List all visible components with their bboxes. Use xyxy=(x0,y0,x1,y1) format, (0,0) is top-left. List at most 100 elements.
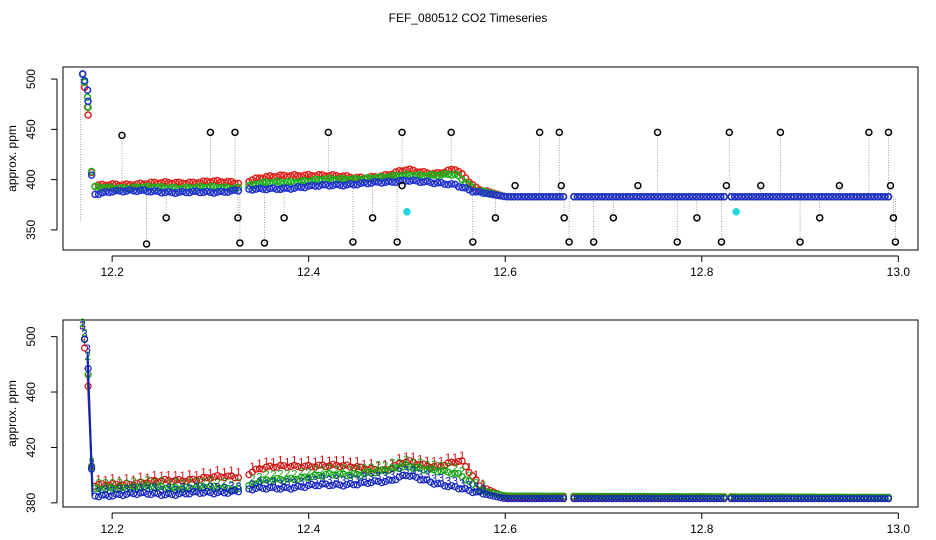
series-3-point xyxy=(828,192,837,201)
series-3-point xyxy=(133,187,141,196)
series-2-point xyxy=(290,476,298,484)
reference-point xyxy=(398,181,406,190)
series-2-point xyxy=(329,471,337,479)
series-2-label: 2 xyxy=(368,462,374,474)
series-3-point xyxy=(601,495,610,503)
series-3-point xyxy=(290,184,299,192)
series-1-point xyxy=(192,476,201,484)
series-3-point xyxy=(171,491,180,499)
x-tick-label: 12.6 xyxy=(494,265,518,279)
series-2-point xyxy=(720,493,728,501)
series-2-label: 2 xyxy=(151,477,157,489)
reference-point xyxy=(398,128,406,137)
series-3-point xyxy=(594,192,603,201)
series-3-point xyxy=(860,192,868,201)
series-2-point xyxy=(322,470,330,479)
series-3-point xyxy=(185,188,194,197)
series-1-point xyxy=(399,459,407,468)
series-1-point xyxy=(294,171,302,180)
series-2-point xyxy=(255,180,264,188)
series-2-point xyxy=(171,484,180,492)
series-3-point xyxy=(549,192,557,201)
reference-point xyxy=(693,214,701,222)
series-3-point xyxy=(759,495,767,503)
series-2-label: 2 xyxy=(480,479,486,491)
series-2-point xyxy=(426,171,435,179)
series-2-point xyxy=(262,476,270,484)
series-3-point xyxy=(287,185,295,193)
series-3-point xyxy=(252,484,260,493)
series-3-point xyxy=(657,495,665,503)
series-3-label: 3 xyxy=(117,484,123,496)
series-3-point xyxy=(647,192,655,201)
series-3-point xyxy=(636,495,645,503)
series-2-point xyxy=(154,483,162,491)
reference-point xyxy=(469,238,477,246)
series-2-point xyxy=(402,461,410,469)
series-3-label: 3 xyxy=(319,473,325,485)
reference-point xyxy=(368,214,377,222)
series-1-label: 1 xyxy=(417,454,423,466)
series-2-point xyxy=(311,471,319,479)
series-3-point xyxy=(94,493,103,501)
series-1-point xyxy=(280,171,288,180)
series-3-point xyxy=(462,485,470,493)
series-1-label: 1 xyxy=(235,467,241,479)
reference-point xyxy=(565,238,573,246)
series-3-point xyxy=(685,495,693,503)
series-3-point xyxy=(870,495,879,503)
series-2-point xyxy=(420,466,428,474)
series-3-point xyxy=(517,495,526,503)
series-3-point xyxy=(363,179,372,188)
series-2-point xyxy=(427,465,435,473)
series-3-point xyxy=(122,490,131,498)
series-1-point xyxy=(469,472,477,480)
series-3-point xyxy=(416,476,424,484)
series-2-point xyxy=(280,476,288,485)
series-3-point xyxy=(647,495,655,503)
series-3-point xyxy=(189,488,197,496)
series-3-point xyxy=(227,487,235,495)
series-3-point xyxy=(884,495,893,503)
series-1-label: 1 xyxy=(473,469,479,481)
series-3-point xyxy=(164,489,173,498)
series-3-label: 3 xyxy=(221,482,227,494)
labeled-series-1: 11 1 1 1 1 1 1 1 1 1 1 1 1 1 1 1 1 1 1 1 1 1 1 1 1 1 1 1 1 1 1 1 1 1 1 1 1 1 1… xyxy=(79,319,893,501)
series-3-point xyxy=(828,495,837,503)
series-2-label: 2 xyxy=(200,476,206,488)
series-3-point xyxy=(821,192,830,201)
series-3-point xyxy=(755,192,763,201)
series-3-point xyxy=(570,192,578,201)
reference-point xyxy=(796,238,804,246)
series-3-point xyxy=(255,184,264,193)
series-2-label: 2 xyxy=(221,476,227,488)
series-3-label: 3 xyxy=(333,473,339,485)
series-3-point xyxy=(783,495,791,503)
series-3-point xyxy=(283,484,291,492)
series-3-point xyxy=(780,495,788,503)
series-1-point xyxy=(255,465,263,473)
series-2-point xyxy=(479,486,487,494)
series-3-point xyxy=(405,177,414,185)
series-1-label: 1 xyxy=(207,467,213,479)
series-2-point xyxy=(392,464,400,472)
reference-point xyxy=(447,128,455,137)
series-1-label: 1 xyxy=(172,469,178,481)
series-3-point xyxy=(500,494,508,502)
series-3-point xyxy=(835,192,844,201)
series-3-point xyxy=(343,181,351,189)
series-3-point xyxy=(370,177,379,186)
series-3-point xyxy=(584,495,592,503)
series-3-point xyxy=(332,180,341,189)
series-2-point xyxy=(332,471,340,479)
series-3-point xyxy=(150,187,159,195)
series-3-point xyxy=(577,192,585,201)
series-3-point xyxy=(140,186,148,194)
series-3-point xyxy=(206,188,215,197)
series-3-point xyxy=(384,177,393,186)
labeled-series-3: 33 3 3 3 3 3 3 3 3 3 3 3 3 3 3 3 3 3 3 3 3 3 3 3 3 3 3 3 3 3 3 3 3 3 3 3 3 3 3… xyxy=(79,319,893,503)
series-2-point xyxy=(297,473,305,481)
series-3-point xyxy=(867,495,875,503)
series-2-point xyxy=(462,476,470,484)
series-2-point xyxy=(444,468,452,476)
